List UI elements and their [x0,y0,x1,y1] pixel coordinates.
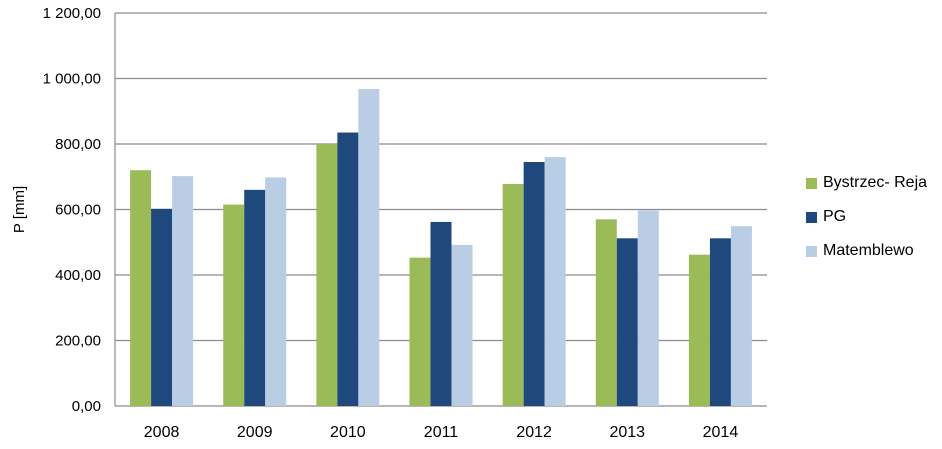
bar-matemblewo-2009 [265,177,287,406]
bar-pg-2012 [523,162,545,406]
bar-bystrzec-reja-2012 [502,183,524,406]
x-tick-label-2012: 2012 [516,424,552,441]
bar-bystrzec-reja-2009 [223,204,245,406]
bar-matemblewo-2012 [544,157,566,406]
y-tick-label-4: 800,00 [55,136,101,153]
x-tick-label-2008: 2008 [144,424,180,441]
legend-label-pg: PG [823,208,847,225]
legend: Bystrzec- Reja PG Matemblewo [806,172,927,274]
y-tick-label-3: 600,00 [55,202,101,219]
bar-pg-2013 [616,238,638,406]
legend-item-pg: PG [806,206,927,228]
legend-label-matemblewo: Matemblewo [823,242,914,259]
legend-item-matemblewo: Matemblewo [806,240,927,262]
bar-pg-2011 [430,221,452,406]
legend-swatch-pg [806,211,817,223]
legend-label-bystrzec-reja: Bystrzec- Reja [823,174,928,191]
bar-matemblewo-2013 [637,210,659,406]
bar-matemblewo-2011 [451,244,473,406]
bar-bystrzec-reja-2013 [595,219,617,406]
bar-bystrzec-reja-2010 [316,144,338,406]
legend-item-bystrzec-reja: Bystrzec- Reja [806,172,927,194]
y-tick-label-1: 200,00 [55,333,101,350]
bar-pg-2009 [244,189,266,406]
bar-matemblewo-2010 [358,88,380,406]
x-tick-label-2011: 2011 [424,424,459,441]
x-tick-label-2014: 2014 [703,424,739,441]
bar-bystrzec-reja-2011 [409,257,431,406]
x-tick-label-2009: 2009 [237,424,273,441]
y-tick-label-0: 0,00 [72,398,101,415]
legend-swatch-bystrzec-reja [806,177,817,189]
bar-pg-2014 [709,238,731,406]
legend-swatch-matemblewo [806,245,817,257]
bar-pg-2010 [337,132,359,406]
y-tick-label-2: 400,00 [55,267,101,284]
bar-matemblewo-2014 [730,226,752,406]
bar-pg-2008 [151,208,173,406]
x-tick-label-2010: 2010 [330,424,366,441]
y-tick-label-5: 1 000,00 [43,71,101,88]
bar-bystrzec-reja-2014 [688,254,710,406]
bar-bystrzec-reja-2008 [130,170,152,406]
x-tick-label-2013: 2013 [609,424,645,441]
y-tick-label-6: 1 200,00 [43,5,101,22]
bar-matemblewo-2008 [172,176,194,406]
y-axis-label: P [mm] [11,186,28,233]
